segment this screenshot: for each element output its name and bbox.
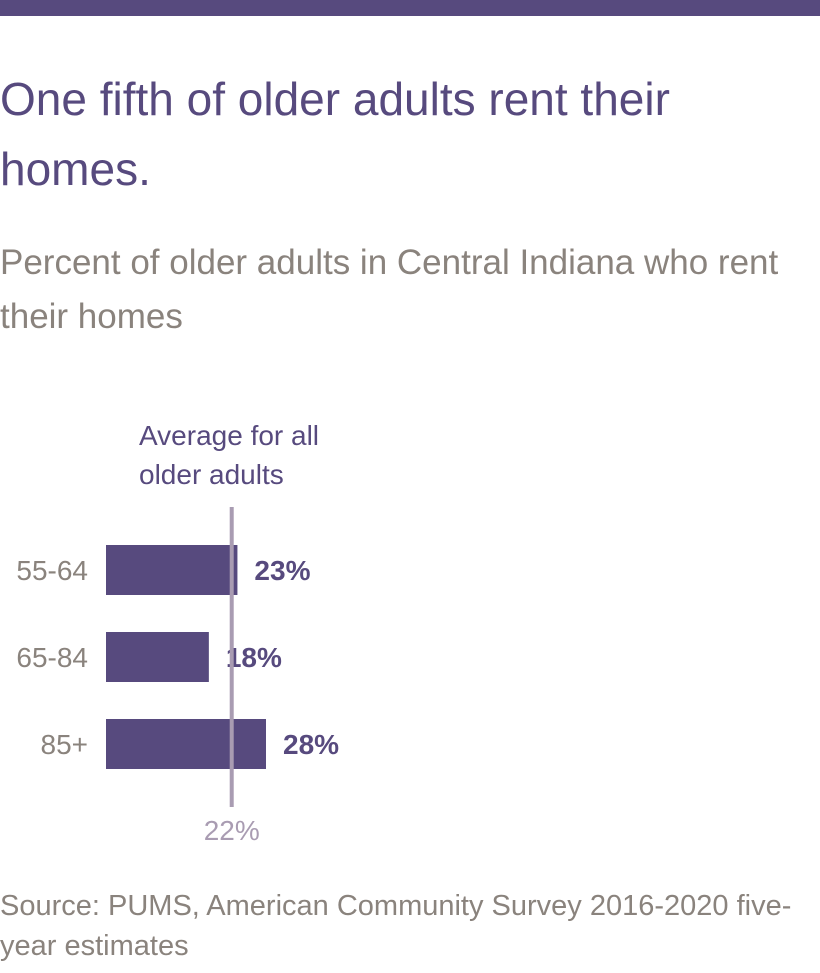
bar-65-84 <box>106 632 209 682</box>
bar-55-64 <box>106 545 238 595</box>
average-value-label: 22% <box>204 815 260 846</box>
value-label: 23% <box>254 555 310 586</box>
value-label: 28% <box>283 729 339 760</box>
bar-85+ <box>106 719 266 769</box>
average-annotation-line: older adults <box>139 459 284 490</box>
category-label: 65-84 <box>16 642 88 673</box>
value-label: 18% <box>226 642 282 673</box>
bar-chart: 55-64 23% 65-84 18% 85+ 28% 22% Average for all… <box>16 420 339 846</box>
source-note: Source: PUMS, American Community Survey … <box>0 890 792 962</box>
chart-title: One fifth of older adults rent their hom… <box>0 73 670 195</box>
chart-subtitle: Percent of older adults in Central India… <box>0 243 779 336</box>
category-label: 55-64 <box>16 555 88 586</box>
category-label: 85+ <box>41 729 89 760</box>
average-annotation-line: Average for all <box>139 420 319 451</box>
top-accent-bar <box>0 0 820 16</box>
